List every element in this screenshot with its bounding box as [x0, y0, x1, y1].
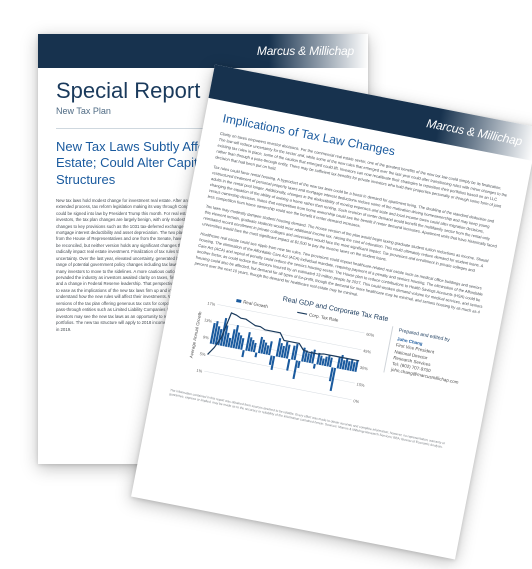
svg-text:17%: 17%	[207, 301, 216, 308]
svg-text:0%: 0%	[353, 398, 360, 404]
page-body: Implications of Tax Law Changes Clarity …	[149, 98, 532, 466]
svg-text:Corp. Tax Rate: Corp. Tax Rate	[309, 312, 340, 323]
svg-text:Real Growth: Real Growth	[243, 299, 269, 309]
svg-text:15%: 15%	[356, 382, 365, 389]
svg-text:9%: 9%	[203, 334, 210, 340]
brand-logo: Marcus & Millichap	[257, 44, 354, 58]
report-subtitle: New Tax Plan	[56, 106, 111, 116]
svg-text:13%: 13%	[204, 317, 213, 324]
svg-text:60%: 60%	[366, 331, 375, 338]
header-bar: Marcus & Millichap	[38, 34, 368, 68]
svg-text:30%: 30%	[359, 365, 368, 372]
svg-text:45%: 45%	[363, 348, 372, 355]
svg-text:5%: 5%	[199, 351, 206, 357]
svg-text:1%: 1%	[196, 368, 203, 374]
